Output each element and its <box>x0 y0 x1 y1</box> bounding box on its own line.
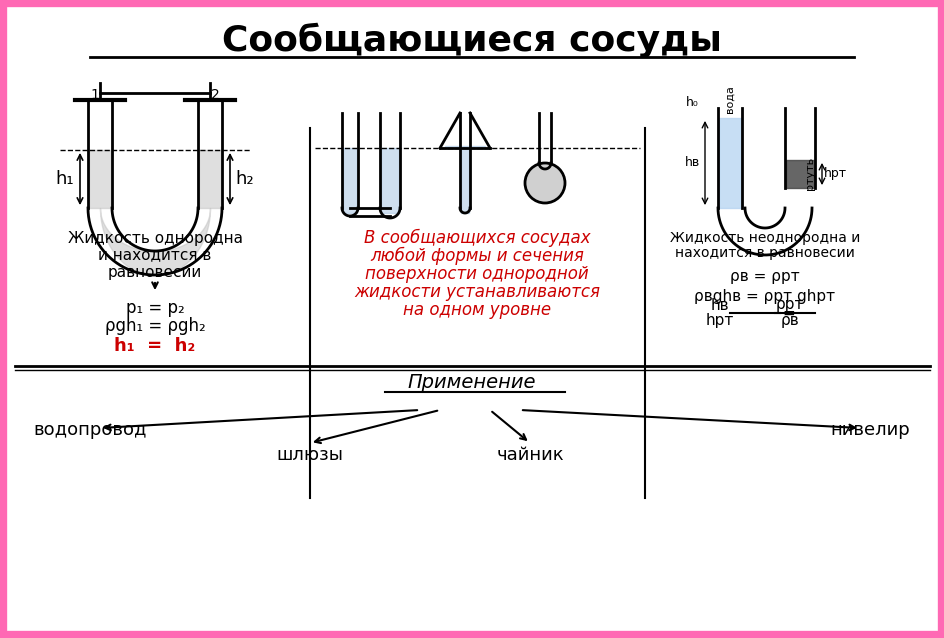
Text: и находится в: и находится в <box>98 248 211 262</box>
Text: 2: 2 <box>211 88 219 102</box>
Text: ρв: ρв <box>780 313 799 329</box>
Text: hв: hв <box>683 156 699 170</box>
Text: жидкости устанавливаются: жидкости устанавливаются <box>354 283 599 301</box>
Text: нивелир: нивелир <box>829 421 909 439</box>
Text: hрт: hрт <box>705 313 733 329</box>
Text: h₀: h₀ <box>685 96 698 108</box>
Text: ρрт: ρрт <box>775 297 803 313</box>
Text: ρв = ρрт: ρв = ρрт <box>730 269 799 283</box>
Text: =: = <box>782 306 794 320</box>
Text: любой формы и сечения: любой формы и сечения <box>370 247 583 265</box>
Text: В сообщающихся сосудах: В сообщающихся сосудах <box>363 229 590 247</box>
Text: вода: вода <box>724 85 734 113</box>
Text: водопровод: водопровод <box>33 421 146 439</box>
Text: h₁: h₁ <box>56 170 75 188</box>
Text: hрт: hрт <box>822 168 846 181</box>
Text: Применение: Применение <box>407 373 535 392</box>
Text: Сообщающиеся сосуды: Сообщающиеся сосуды <box>222 22 721 57</box>
Text: 1: 1 <box>91 88 99 102</box>
Text: находится в равновесии: находится в равновесии <box>674 246 854 260</box>
Text: чайник: чайник <box>496 446 564 464</box>
Text: шлюзы: шлюзы <box>277 446 343 464</box>
Circle shape <box>525 163 565 203</box>
Text: h₂: h₂ <box>235 170 254 188</box>
Text: ρвghв = ρрт ghрт: ρвghв = ρрт ghрт <box>694 288 834 304</box>
Text: ртуть: ртуть <box>804 156 814 189</box>
Text: равновесии: равновесии <box>108 265 202 279</box>
Text: Жидкость неоднородна и: Жидкость неоднородна и <box>669 231 859 245</box>
Text: на одном уровне: на одном уровне <box>402 301 550 319</box>
Text: ρgh₁ = ρgh₂: ρgh₁ = ρgh₂ <box>105 317 205 335</box>
Text: hв: hв <box>710 297 729 313</box>
Text: h₁  =  h₂: h₁ = h₂ <box>114 337 195 355</box>
Text: поверхности однородной: поверхности однородной <box>364 265 588 283</box>
Text: Жидкость однородна: Жидкость однородна <box>67 230 243 246</box>
Text: p₁ = p₂: p₁ = p₂ <box>126 299 184 317</box>
